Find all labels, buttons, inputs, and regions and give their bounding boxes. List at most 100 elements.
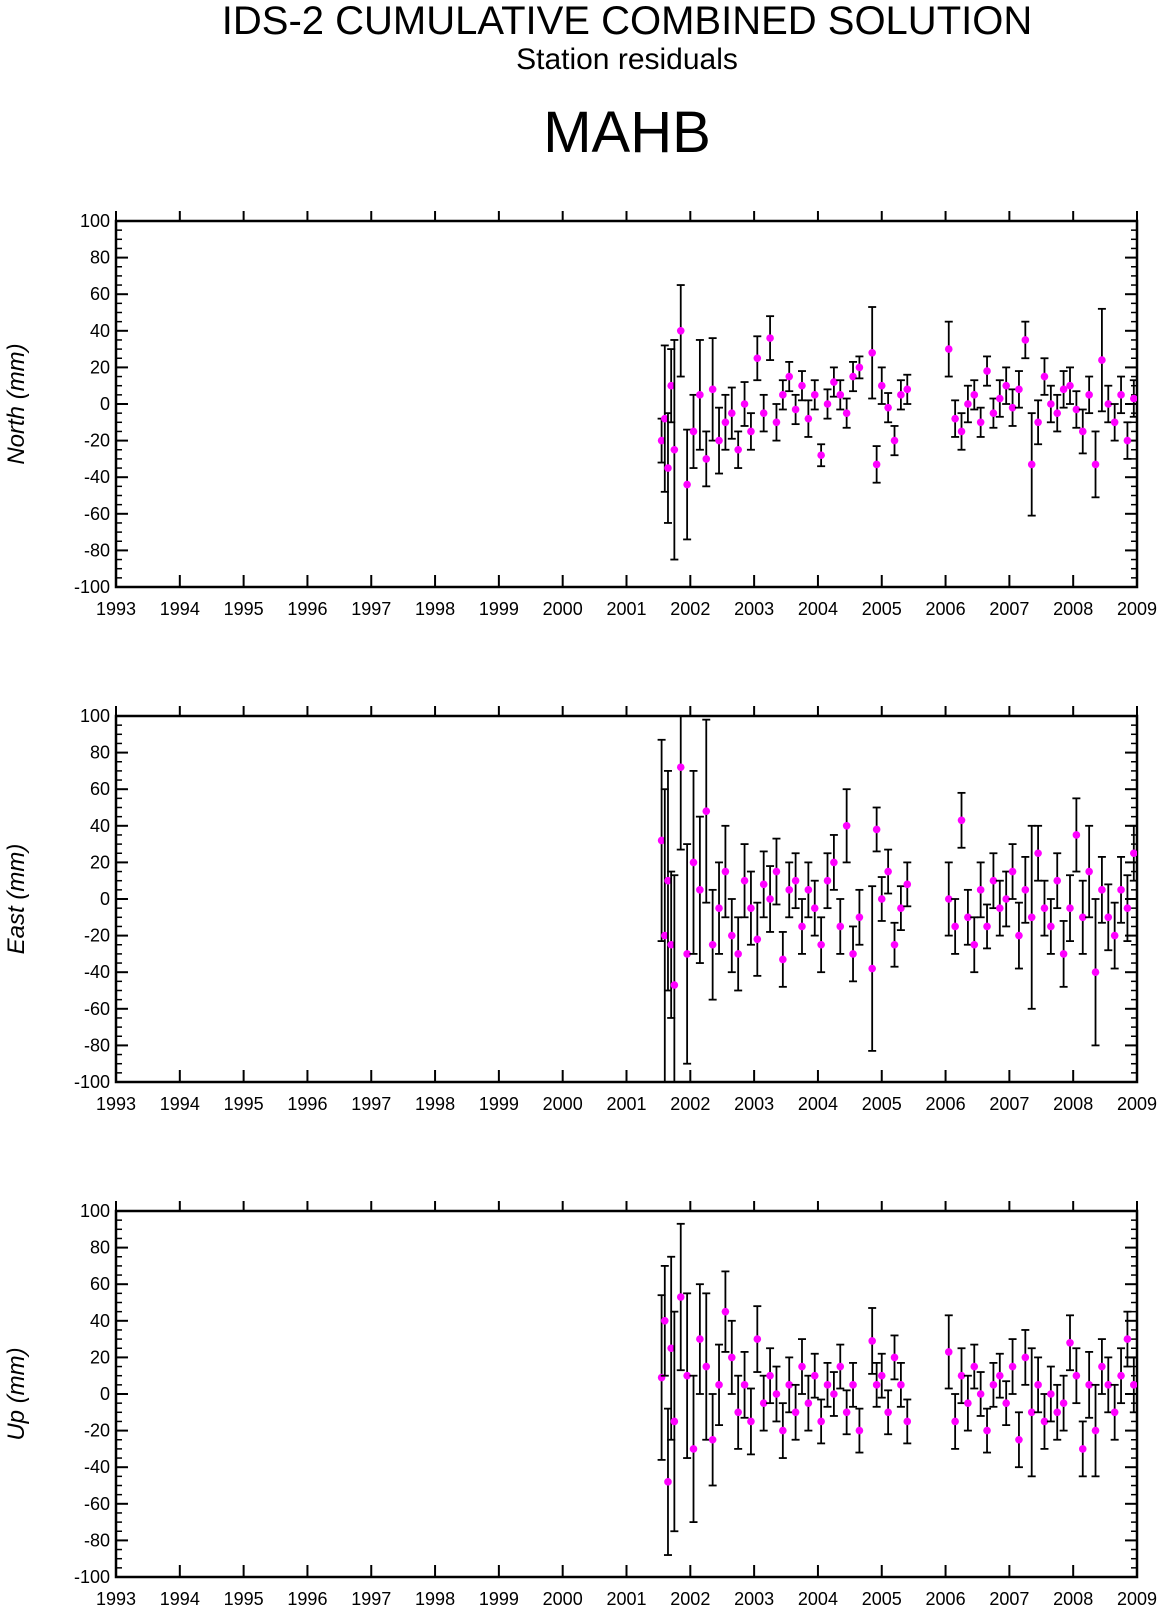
y-tick-label: -80	[84, 1035, 110, 1055]
data-point	[1123, 904, 1132, 912]
y-tick-label: -40	[84, 1457, 110, 1477]
data-point	[830, 1390, 838, 1398]
data-point	[657, 836, 666, 845]
data-point	[970, 1362, 979, 1371]
data-point	[1091, 1426, 1100, 1435]
data-point	[660, 931, 669, 940]
data-point	[740, 1381, 749, 1389]
x-tick-label: 2004	[798, 599, 838, 619]
data-point	[983, 1426, 991, 1435]
data-point	[696, 886, 704, 894]
data-point	[842, 822, 851, 830]
data-point	[1040, 1417, 1049, 1426]
data-point	[1034, 1381, 1042, 1389]
data-point	[1066, 1338, 1074, 1347]
y-tick-label: 60	[90, 284, 110, 304]
data-point	[689, 858, 698, 867]
data-point	[1098, 356, 1106, 364]
data-point	[676, 763, 685, 772]
data-point	[721, 867, 730, 876]
x-tick-label: 2003	[734, 1094, 774, 1114]
y-tick-label: 100	[80, 211, 110, 231]
data-point	[785, 1381, 794, 1389]
data-point	[1104, 400, 1113, 408]
data-point	[890, 1353, 899, 1362]
data-point	[779, 955, 787, 964]
data-point	[1117, 886, 1125, 894]
x-tick-label: 1995	[224, 599, 264, 619]
data-point	[1021, 886, 1030, 894]
x-tick-label: 2000	[543, 1589, 583, 1609]
data-point	[660, 414, 669, 423]
data-point	[996, 904, 1004, 912]
y-tick-label: 80	[90, 743, 110, 763]
data-point	[683, 480, 691, 489]
data-point	[1072, 831, 1081, 839]
y-axis-label: North (mm)	[3, 343, 30, 464]
data-point	[884, 403, 892, 412]
data-point	[734, 1408, 742, 1417]
data-point	[944, 1348, 953, 1356]
y-tick-label: 100	[80, 706, 110, 726]
data-point	[1130, 849, 1137, 858]
data-point	[1110, 418, 1119, 427]
data-point	[670, 445, 679, 454]
data-point	[964, 400, 972, 408]
y-tick-label: 80	[90, 248, 110, 268]
data-point	[702, 455, 711, 463]
data-point	[785, 372, 794, 381]
x-tick-label: 2005	[862, 1589, 902, 1609]
data-point	[1123, 436, 1132, 445]
data-point	[951, 1417, 959, 1426]
y-tick-label: -100	[74, 1072, 110, 1092]
data-point	[1027, 1408, 1036, 1417]
x-tick-label: 2008	[1053, 1589, 1093, 1609]
data-point	[951, 414, 959, 423]
data-point	[1027, 460, 1036, 469]
x-tick-label: 2005	[862, 599, 902, 619]
data-point	[798, 381, 806, 390]
data-point	[1098, 886, 1106, 894]
data-point	[721, 418, 730, 427]
data-point	[983, 922, 991, 931]
data-point	[1072, 1371, 1081, 1380]
data-point	[1104, 1381, 1113, 1389]
x-tick-label: 1994	[160, 1589, 200, 1609]
x-tick-label: 2006	[926, 599, 966, 619]
y-tick-label: -20	[84, 926, 110, 946]
data-point	[836, 1362, 845, 1371]
y-tick-label: -60	[84, 999, 110, 1019]
data-point	[702, 807, 711, 815]
data-point	[1002, 1399, 1010, 1407]
data-point	[1034, 418, 1042, 427]
x-tick-label: 2003	[734, 599, 774, 619]
y-axis-label: Up (mm)	[3, 1347, 30, 1440]
data-point	[1040, 372, 1049, 381]
chart-main-title: IDS-2 CUMULATIVE COMBINED SOLUTION	[221, 0, 1033, 43]
data-point	[849, 372, 857, 381]
data-point	[734, 950, 742, 958]
data-point	[884, 1408, 892, 1417]
data-point	[696, 391, 704, 399]
data-point	[836, 391, 845, 399]
x-tick-label: 2007	[989, 1094, 1029, 1114]
data-point	[798, 1362, 806, 1371]
data-point	[1117, 391, 1125, 399]
data-point	[1104, 913, 1113, 922]
x-tick-label: 1999	[479, 1589, 519, 1609]
data-point	[779, 391, 787, 399]
data-point	[970, 391, 979, 399]
data-point	[670, 1417, 679, 1426]
data-point	[957, 427, 966, 436]
data-point	[1053, 1408, 1062, 1417]
data-point	[1072, 405, 1081, 414]
x-tick-label: 1994	[160, 599, 200, 619]
data-point	[791, 1408, 800, 1417]
data-point	[1085, 867, 1093, 876]
data-point	[855, 363, 864, 372]
data-point	[877, 895, 886, 903]
x-tick-label: 2005	[862, 1094, 902, 1114]
data-point	[721, 1307, 730, 1316]
data-point	[1078, 427, 1087, 436]
data-point	[759, 409, 768, 417]
